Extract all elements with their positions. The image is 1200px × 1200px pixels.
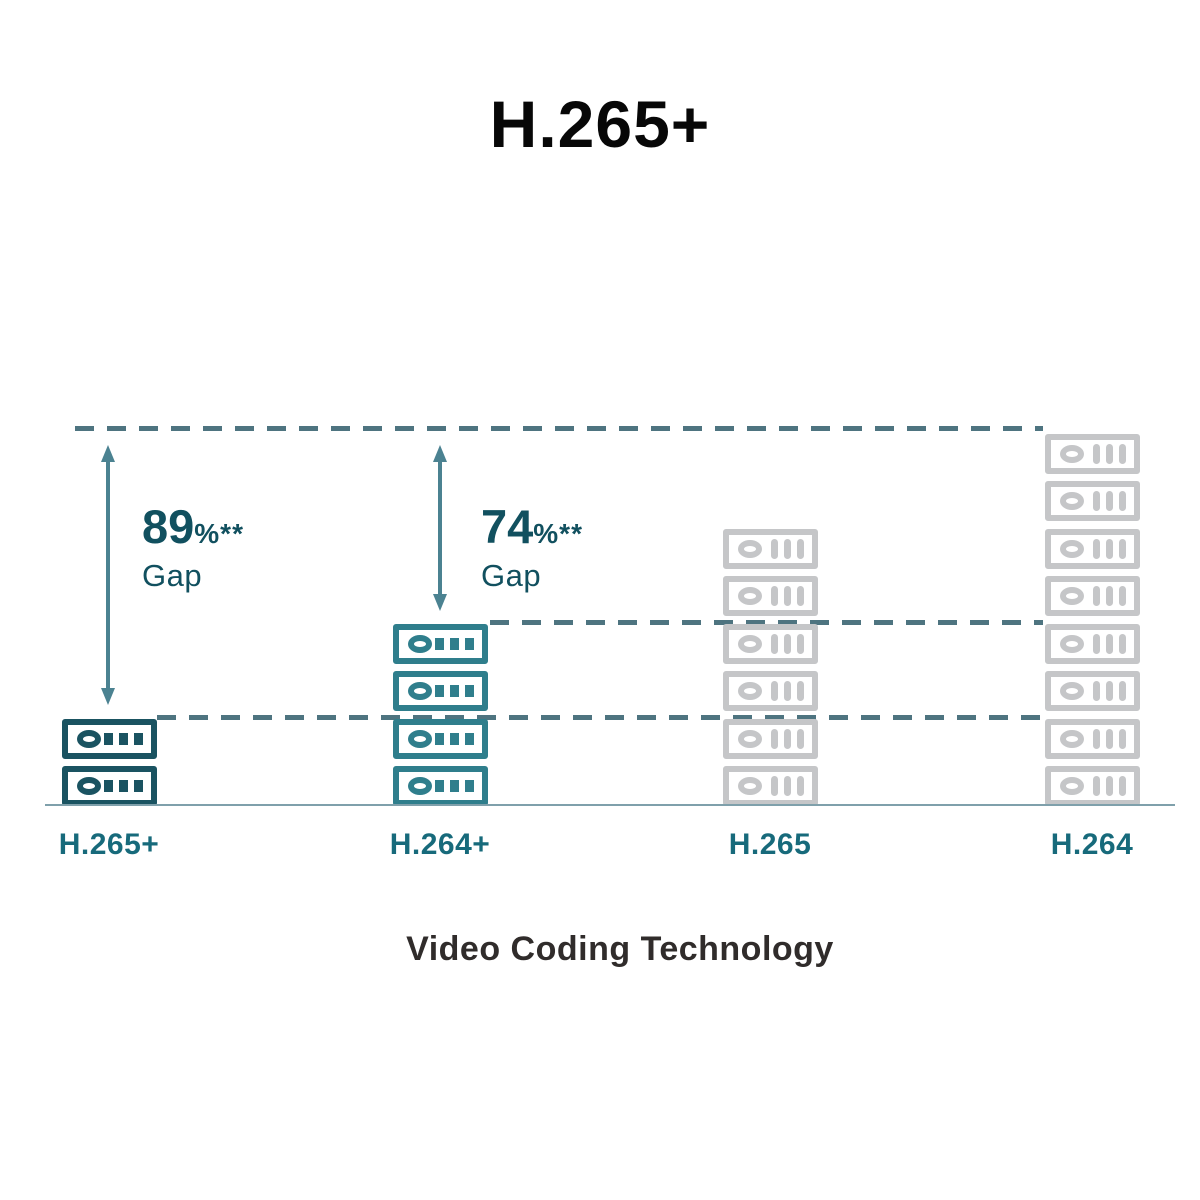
drive-led-icon	[408, 777, 432, 795]
drive-led-icon	[408, 729, 432, 748]
drive-led-icon	[738, 634, 762, 653]
drive-led-icon	[1060, 444, 1084, 463]
drive-slots-icon	[771, 728, 804, 749]
storage-server-icon	[1045, 766, 1140, 806]
gap-percent-suffix: %**	[194, 518, 244, 549]
storage-server-icon	[393, 766, 488, 806]
drive-slots-icon	[771, 633, 804, 654]
drive-led-icon	[738, 777, 762, 795]
drive-slots-icon	[771, 776, 804, 796]
gap-annotation-h265plus: 89%** Gap	[142, 503, 244, 591]
drive-led-icon	[1060, 729, 1084, 748]
drive-led-icon	[738, 539, 762, 558]
gap-word: Gap	[481, 558, 542, 593]
storage-server-icon	[1045, 671, 1140, 711]
stack-h264	[1045, 433, 1140, 806]
drive-slots-icon	[1093, 443, 1126, 464]
page-title: H.265+	[489, 87, 711, 161]
drive-led-icon	[738, 729, 762, 748]
gap-percent-value: 89	[142, 500, 195, 553]
storage-server-icon	[393, 623, 488, 664]
drive-led-icon	[1060, 587, 1084, 605]
stack-h264plus	[393, 623, 488, 806]
drive-slots-icon	[1093, 728, 1126, 749]
stack-h265	[723, 528, 818, 806]
x-axis-title: Video Coding Technology	[406, 930, 834, 968]
stack-h265plus	[62, 718, 157, 806]
gap-arrow-74-icon	[433, 445, 447, 611]
category-label-h264plus: H.264+	[389, 828, 491, 861]
drive-led-icon	[738, 682, 762, 700]
storage-server-icon	[723, 718, 818, 759]
drive-led-icon	[1060, 539, 1084, 558]
storage-server-icon	[1045, 481, 1140, 521]
storage-server-icon	[723, 576, 818, 616]
drive-led-icon	[408, 634, 432, 653]
drive-slots-icon	[1093, 633, 1126, 654]
drive-led-icon	[77, 777, 101, 795]
storage-server-icon	[723, 623, 818, 664]
storage-server-icon	[1045, 623, 1140, 664]
storage-server-icon	[1045, 718, 1140, 759]
drive-slots-icon	[435, 637, 474, 650]
storage-server-icon	[1045, 528, 1140, 569]
reference-line-level-8	[75, 426, 1043, 431]
storage-server-icon	[723, 671, 818, 711]
drive-slots-icon	[1093, 776, 1126, 796]
storage-server-icon	[723, 766, 818, 806]
storage-server-icon	[723, 528, 818, 569]
drive-led-icon	[77, 729, 101, 748]
gap-arrow-89-icon	[101, 445, 115, 705]
gap-annotation-h264plus: 74%** Gap	[481, 503, 583, 591]
gap-percent-value: 74	[481, 500, 534, 553]
storage-server-icon	[62, 718, 157, 759]
drive-led-icon	[738, 587, 762, 605]
category-label-h265: H.265	[728, 828, 812, 861]
storage-server-icon	[62, 766, 157, 806]
drive-slots-icon	[104, 732, 143, 745]
drive-led-icon	[1060, 777, 1084, 795]
reference-line-level-2	[157, 715, 1043, 720]
drive-led-icon	[1060, 682, 1084, 700]
drive-slots-icon	[771, 586, 804, 606]
drive-slots-icon	[435, 780, 474, 792]
storage-server-icon	[1045, 433, 1140, 474]
drive-led-icon	[1060, 634, 1084, 653]
reference-line-level-4	[490, 620, 1043, 625]
category-label-h264: H.264	[1050, 828, 1134, 861]
storage-server-icon	[1045, 576, 1140, 616]
drive-led-icon	[1060, 492, 1084, 510]
drive-slots-icon	[1093, 538, 1126, 559]
storage-server-icon	[393, 671, 488, 711]
drive-led-icon	[408, 682, 432, 700]
drive-slots-icon	[435, 732, 474, 745]
drive-slots-icon	[771, 538, 804, 559]
drive-slots-icon	[1093, 586, 1126, 606]
category-label-h265plus: H.265+	[58, 828, 160, 861]
gap-percent-suffix: %**	[533, 518, 583, 549]
drive-slots-icon	[1093, 681, 1126, 701]
x-axis-baseline	[45, 804, 1175, 806]
drive-slots-icon	[104, 780, 143, 792]
gap-word: Gap	[142, 558, 203, 593]
drive-slots-icon	[435, 685, 474, 697]
drive-slots-icon	[1093, 491, 1126, 511]
storage-server-icon	[393, 718, 488, 759]
drive-slots-icon	[771, 681, 804, 701]
